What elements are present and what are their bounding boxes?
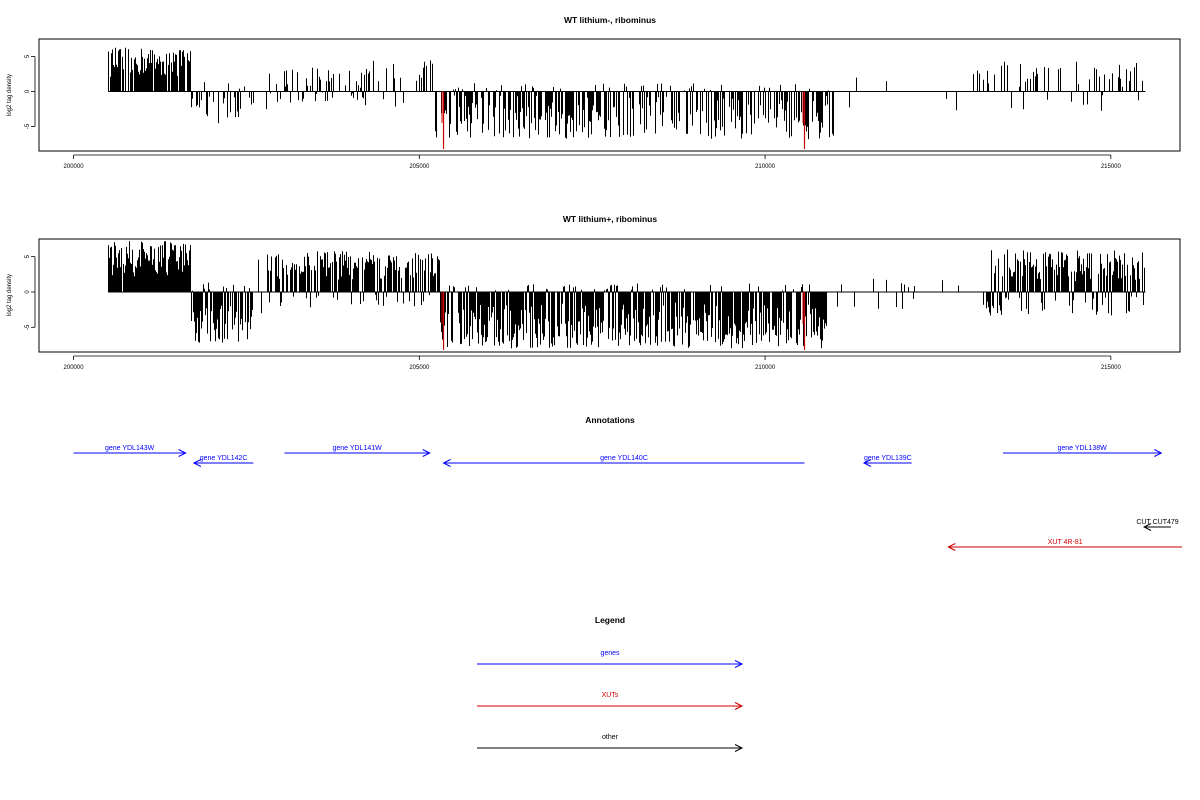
legend-label: other — [602, 734, 619, 741]
feature-gene-ydl140c: gene YDL140C — [442, 455, 805, 467]
feature-arrow-head — [1154, 449, 1163, 457]
feature-label: gene YDL142C — [200, 455, 248, 462]
feature-gene-ydl138w: gene YDL138W — [1002, 445, 1163, 457]
feature-label: CUT CUT479 — [1136, 519, 1178, 526]
feature-gene-ydl139c: gene YDL139C — [862, 455, 912, 467]
feature-gene-ydl143w: gene YDL143W — [73, 445, 187, 457]
legend-label: genes — [600, 650, 620, 657]
x-tick-label: 205000 — [409, 365, 430, 371]
legend-item-other: other — [477, 734, 744, 752]
legend: Legend genes XUTs other — [477, 615, 744, 752]
track-title: WT lithium+, ribominus — [563, 214, 657, 224]
feature-arrow-head — [1142, 523, 1152, 531]
legend-arrow-head — [734, 702, 744, 710]
feature-xut-4r-81: XUT 4R-81 — [947, 539, 1182, 551]
legend-label: XUTs — [602, 692, 619, 699]
feature-label: XUT 4R-81 — [1048, 539, 1083, 546]
feature-arrow-head — [862, 459, 872, 467]
feature-arrow-head — [192, 459, 202, 467]
x-tick-label: 215000 — [1101, 164, 1122, 170]
density-bars — [108, 241, 1145, 349]
feature-gene-ydl142c: gene YDL142C — [192, 455, 254, 467]
plot-frame — [38, 38, 1181, 152]
y-axis-label: log2 tag density — [7, 274, 13, 316]
x-tick-label: 200000 — [64, 365, 85, 371]
feature-arrow-head — [947, 543, 956, 551]
x-tick-label: 200000 — [64, 164, 85, 170]
legend-arrow-head — [734, 660, 744, 668]
feature-label: gene YDL141W — [332, 445, 382, 452]
legend-item-xuts: XUTs — [477, 692, 744, 710]
feature-cut-cut479: CUT CUT479 — [1136, 519, 1179, 531]
feature-label: gene YDL138W — [1058, 445, 1108, 452]
feature-arrow-head — [178, 449, 187, 457]
plot-frame — [38, 238, 1181, 353]
feature-label: gene YDL143W — [105, 445, 155, 452]
legend-title: Legend — [595, 615, 625, 625]
x-tick-label: 210000 — [755, 164, 776, 170]
x-tick-label: 205000 — [409, 164, 430, 170]
legend-arrow-head — [734, 744, 744, 752]
x-tick-label: 215000 — [1101, 365, 1122, 371]
track-panel-lithium-plus: WT lithium+, ribominus log2 tag density … — [7, 214, 1181, 371]
density-bars — [108, 47, 1143, 140]
y-tick-label: -5 — [25, 324, 31, 330]
x-tick-label: 210000 — [755, 365, 776, 371]
feature-gene-ydl141w: gene YDL141W — [284, 445, 431, 457]
y-tick-label: 0 — [25, 89, 31, 93]
track-panel-lithium-minus: WT lithium-, ribominus log2 tag density … — [7, 15, 1181, 170]
y-tick-label: -5 — [25, 123, 31, 129]
feature-arrow-head — [422, 449, 431, 457]
feature-arrow-head — [442, 459, 451, 467]
feature-label: gene YDL139C — [864, 455, 912, 462]
feature-label: gene YDL140C — [600, 455, 648, 462]
legend-item-genes: genes — [477, 650, 744, 668]
y-tick-label: 5 — [25, 54, 31, 58]
annotations-title: Annotations — [585, 415, 635, 425]
annotations-panel: Annotations gene YDL143W gene YDL142C gene… — [73, 415, 1182, 551]
track-title: WT lithium-, ribominus — [564, 15, 656, 25]
y-tick-label: 5 — [25, 254, 31, 258]
y-axis-label: log2 tag density — [7, 74, 13, 116]
y-tick-label: 0 — [25, 290, 31, 294]
